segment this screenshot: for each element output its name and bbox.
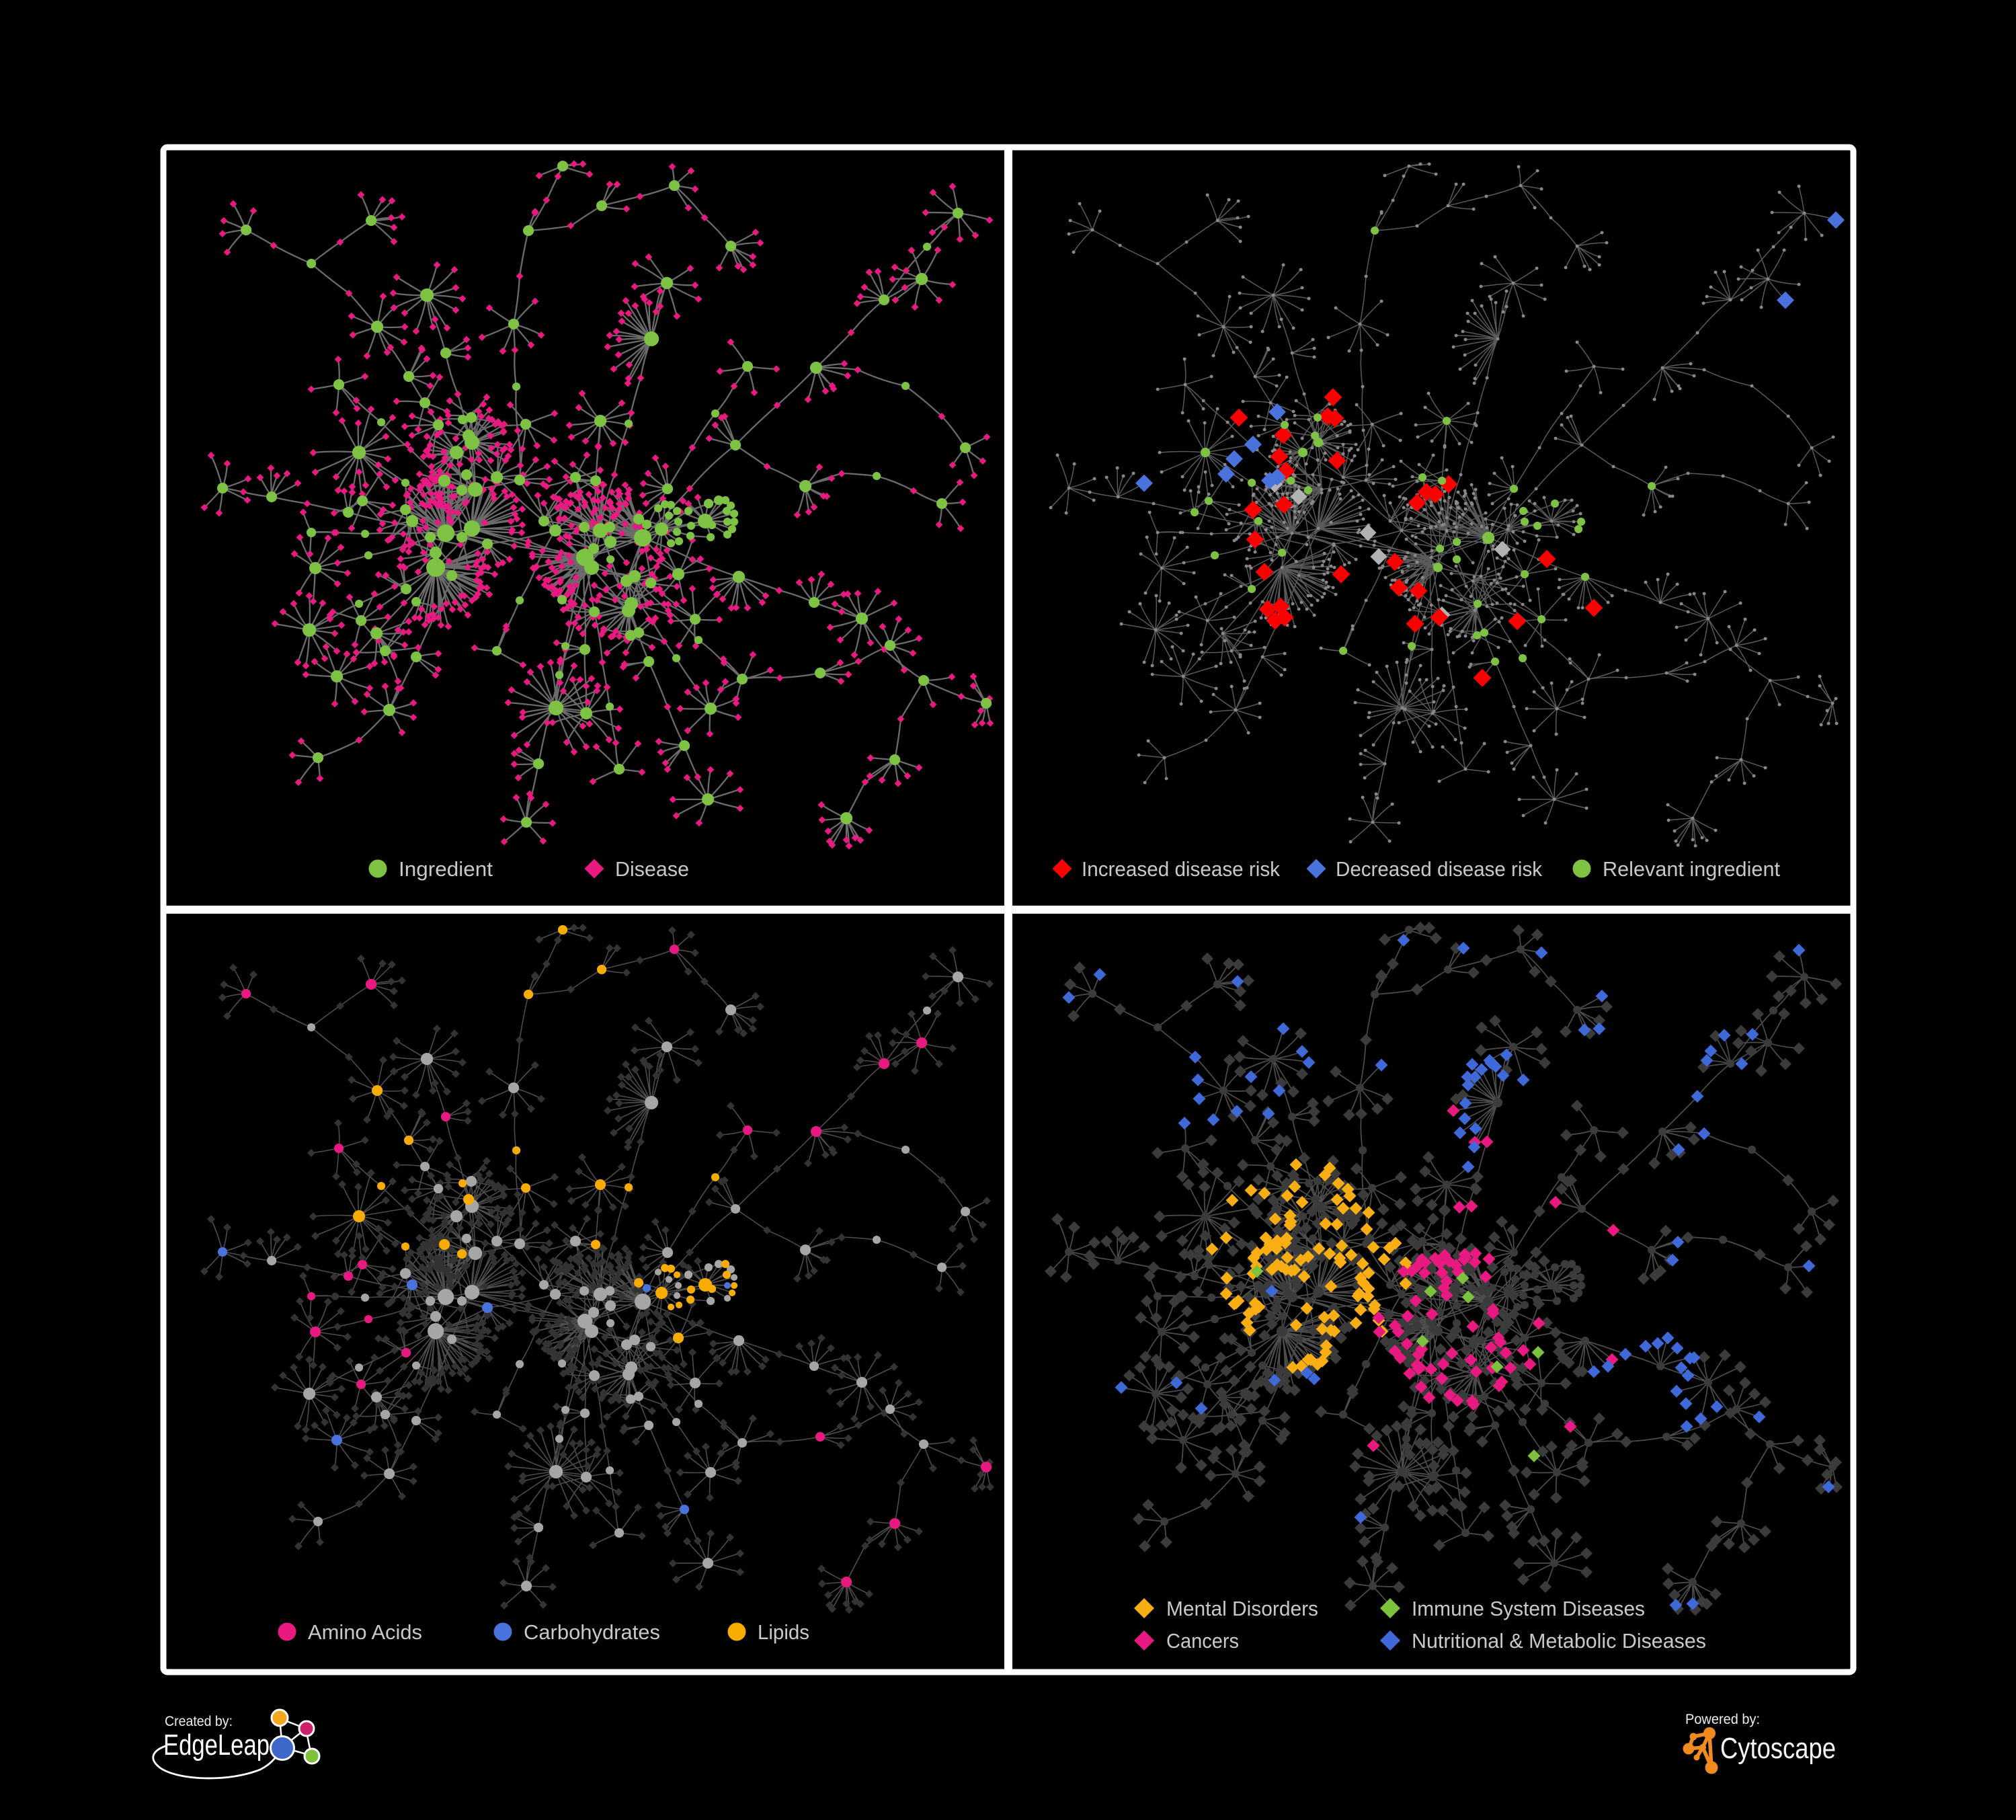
svg-text:Cancers: Cancers (1166, 1629, 1239, 1653)
svg-text:Relevant ingredient: Relevant ingredient (1603, 857, 1780, 881)
svg-text:Carbohydrates: Carbohydrates (524, 1620, 660, 1644)
svg-text:Powered by:: Powered by: (1685, 1712, 1760, 1727)
svg-text:Ingredient: Ingredient (399, 857, 493, 881)
svg-text:Disease: Disease (615, 857, 689, 881)
svg-text:Created by:: Created by: (165, 1714, 233, 1729)
svg-text:Mental Disorders: Mental Disorders (1166, 1597, 1318, 1620)
svg-text:Immune System Diseases: Immune System Diseases (1412, 1597, 1645, 1620)
svg-text:Nutritional & Metabolic Diseas: Nutritional & Metabolic Diseases (1412, 1629, 1706, 1653)
svg-text:Cytoscape: Cytoscape (1720, 1732, 1836, 1765)
svg-text:Lipids: Lipids (758, 1620, 809, 1644)
svg-text:Decreased disease risk: Decreased disease risk (1336, 857, 1542, 881)
svg-text:Increased disease risk: Increased disease risk (1082, 857, 1280, 881)
svg-text:EdgeLeap: EdgeLeap (163, 1729, 270, 1762)
svg-text:Amino Acids: Amino Acids (308, 1620, 422, 1644)
